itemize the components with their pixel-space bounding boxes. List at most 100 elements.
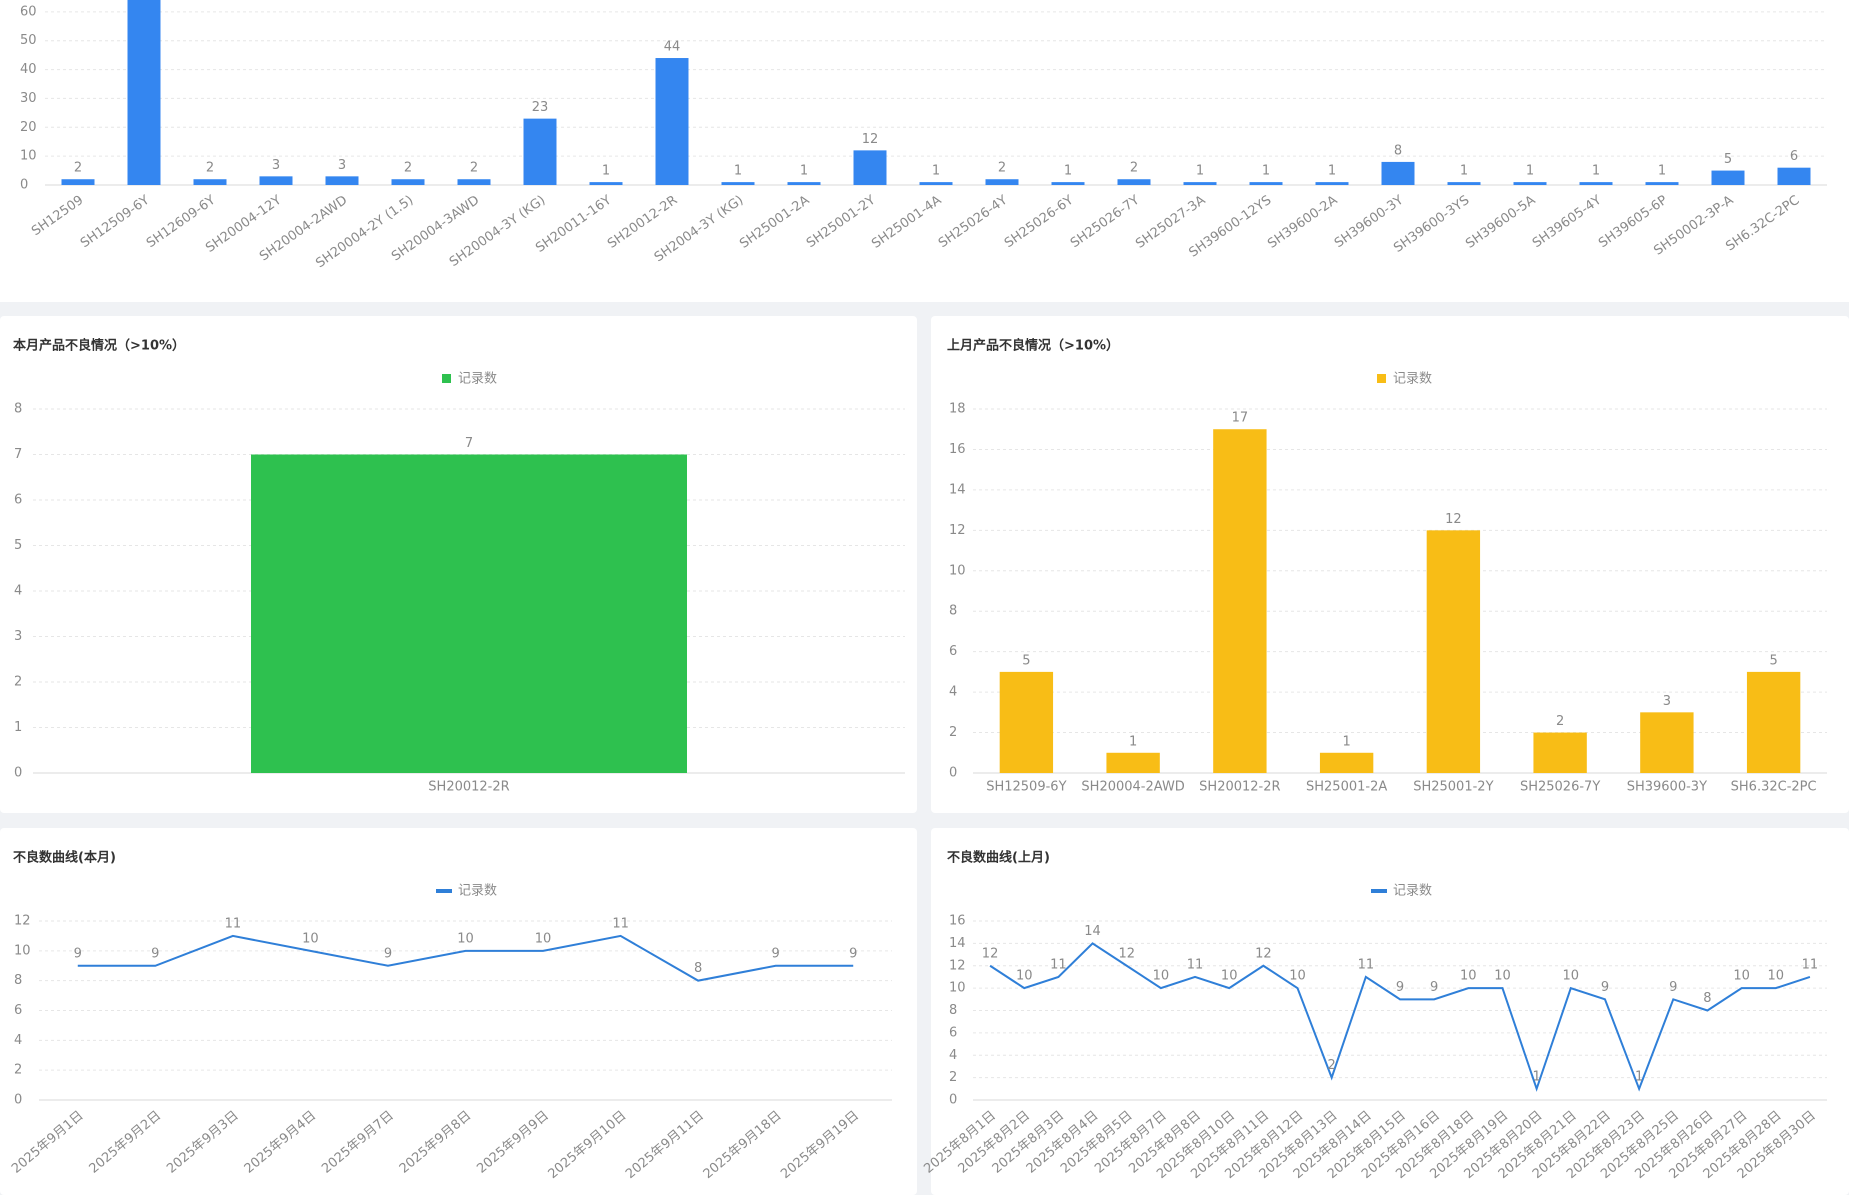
y-tick-label: 10 (20, 149, 37, 164)
data-label: 44 (664, 40, 681, 55)
y-tick-label: 14 (949, 936, 966, 951)
y-tick-label: 8 (14, 973, 22, 988)
bar (1640, 712, 1694, 773)
data-label: 1 (1262, 164, 1270, 179)
data-label: 5 (1769, 653, 1777, 668)
data-label: 2 (1130, 161, 1138, 176)
data-label: 1 (800, 164, 808, 179)
bar (61, 179, 95, 185)
bar (391, 179, 425, 185)
y-tick-label: 6 (14, 493, 22, 508)
y-tick-label: 30 (20, 91, 37, 106)
data-label: 2 (74, 161, 82, 176)
data-label: 5 (1724, 152, 1732, 167)
bar (325, 176, 359, 185)
y-tick-label: 10 (14, 943, 31, 958)
bar (1183, 182, 1217, 185)
bar (523, 118, 557, 185)
data-label: 11 (1187, 957, 1204, 972)
data-label: 10 (1563, 969, 1580, 984)
bar (999, 671, 1054, 773)
legend-icon (442, 374, 451, 383)
x-tick-label: SH20004-2AWD (1081, 780, 1184, 795)
y-tick-label: 5 (14, 538, 22, 553)
data-label: 1 (1635, 1069, 1643, 1084)
y-tick-label: 7 (14, 447, 22, 462)
bar (1051, 182, 1085, 185)
data-label: 10 (1494, 969, 1511, 984)
y-tick-label: 6 (949, 644, 957, 659)
y-tick-label: 6 (14, 1003, 22, 1018)
x-tick-label: SH20012-2R (428, 780, 509, 795)
data-label: 10 (535, 931, 552, 946)
bar (589, 182, 623, 185)
data-label: 10 (1733, 969, 1750, 984)
bar (1249, 182, 1283, 185)
legend-icon (1377, 374, 1386, 383)
y-tick-label: 4 (14, 584, 22, 599)
bar (1381, 161, 1415, 185)
data-label: 1 (1129, 734, 1137, 749)
data-label: 11 (1358, 957, 1375, 972)
data-label: 10 (1221, 969, 1238, 984)
bar (1579, 182, 1613, 185)
data-label: 1 (1328, 164, 1336, 179)
legend-label: 记录数 (458, 884, 497, 899)
bar (127, 0, 161, 185)
bar (1319, 752, 1374, 773)
y-tick-label: 3 (14, 629, 22, 644)
y-tick-label: 2 (14, 1063, 22, 1078)
data-label: 9 (1430, 980, 1438, 995)
panel (0, 828, 917, 1195)
data-label: 10 (1767, 969, 1784, 984)
data-label: 5 (1022, 653, 1030, 668)
data-label: 10 (1460, 969, 1477, 984)
bar (1746, 671, 1801, 773)
x-tick-label: SH25001-2A (1306, 780, 1387, 795)
data-label: 1 (602, 164, 610, 179)
data-label: 9 (849, 946, 857, 961)
bar (457, 179, 491, 185)
x-tick-label: SH20012-2R (1199, 780, 1280, 795)
data-label: 10 (1016, 969, 1033, 984)
y-tick-label: 6 (949, 1025, 957, 1040)
data-label: 2 (206, 161, 214, 176)
bar (1711, 170, 1745, 185)
data-label: 12 (1255, 946, 1272, 961)
bar (1426, 530, 1481, 773)
y-tick-label: 18 (949, 402, 966, 417)
bar (985, 179, 1019, 185)
y-tick-label: 8 (14, 402, 22, 417)
data-label: 9 (1669, 980, 1677, 995)
data-label: 23 (532, 100, 549, 115)
data-label: 1 (1658, 164, 1666, 179)
bar (1117, 179, 1151, 185)
bar (721, 182, 755, 185)
data-label: 12 (862, 132, 879, 147)
y-tick-label: 40 (20, 62, 37, 77)
data-label: 9 (384, 946, 392, 961)
data-label: 3 (1663, 694, 1671, 709)
data-label: 3 (272, 158, 280, 173)
x-tick-label: SH25026-7Y (1520, 780, 1600, 795)
data-label: 1 (1460, 164, 1468, 179)
y-tick-label: 10 (949, 981, 966, 996)
y-tick-label: 60 (20, 4, 37, 19)
data-label: 11 (1802, 957, 1819, 972)
bar (1533, 732, 1587, 773)
bar (1315, 182, 1349, 185)
y-tick-label: 0 (14, 1093, 22, 1108)
line (989, 942, 1811, 1092)
y-tick-label: 4 (14, 1033, 22, 1048)
y-tick-label: 16 (949, 914, 966, 929)
data-label: 10 (1153, 969, 1170, 984)
bar (919, 182, 953, 185)
data-label: 11 (612, 916, 629, 931)
bar (1106, 752, 1160, 773)
y-tick-label: 1 (14, 720, 22, 735)
chart-title: 上月产品不良情况（>10%） (947, 338, 1119, 354)
data-label: 14 (1084, 924, 1101, 939)
y-tick-label: 0 (20, 178, 28, 193)
bar (853, 150, 887, 185)
